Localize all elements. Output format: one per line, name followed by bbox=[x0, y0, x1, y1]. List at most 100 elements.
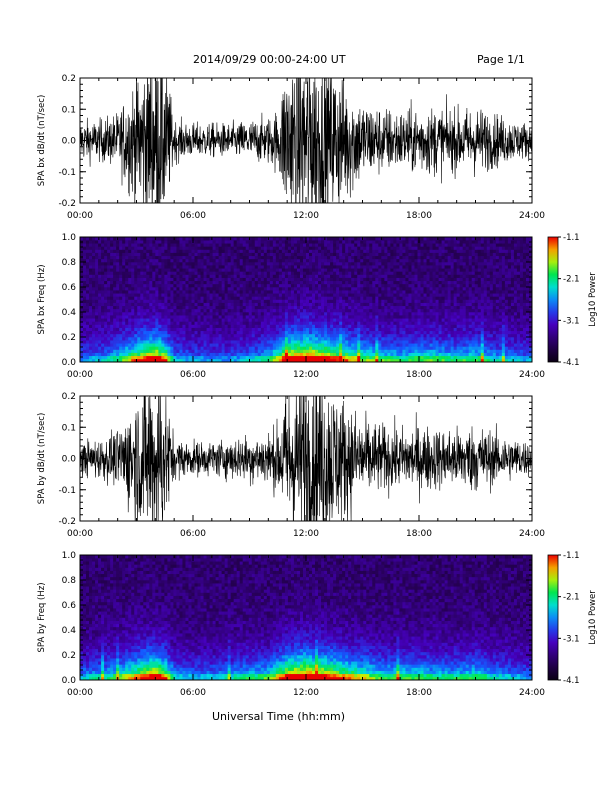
spectrogram-cell bbox=[327, 346, 331, 350]
spectrogram-cell bbox=[107, 308, 111, 313]
spectrogram-cell bbox=[321, 355, 325, 360]
spectrogram-cell bbox=[411, 324, 415, 328]
spectrogram-cell bbox=[80, 249, 84, 253]
spectrogram-cell bbox=[137, 305, 141, 310]
spectrogram-cell bbox=[333, 308, 337, 313]
spectrogram-cell bbox=[369, 265, 373, 269]
spectrogram-cell bbox=[318, 290, 322, 294]
spectrogram-cell bbox=[366, 305, 370, 310]
spectrogram-cell bbox=[432, 243, 436, 247]
spectrogram-cell bbox=[197, 274, 201, 278]
spectrogram-cell bbox=[164, 252, 168, 257]
spectrogram-cell bbox=[429, 277, 433, 282]
spectrogram-cell bbox=[351, 315, 355, 319]
spectrogram-cell bbox=[333, 346, 337, 350]
spectrogram-cell bbox=[345, 265, 349, 269]
spectrogram-cell bbox=[387, 299, 391, 303]
spectrogram-cell bbox=[287, 280, 292, 285]
spectrogram-cell bbox=[360, 337, 364, 341]
spectrogram-cell bbox=[324, 290, 328, 294]
spectrogram-cell bbox=[390, 343, 394, 347]
spectrogram-cell bbox=[260, 318, 265, 322]
spectrogram-cell bbox=[110, 299, 114, 303]
spectrogram-cell bbox=[203, 330, 207, 335]
spectrogram-cell bbox=[155, 258, 159, 263]
spectrogram-cell bbox=[438, 330, 442, 335]
spectrogram-cell bbox=[176, 333, 180, 338]
spectrogram-cell bbox=[384, 330, 388, 335]
spectrogram-cell bbox=[287, 296, 292, 300]
spectrogram-cell bbox=[354, 355, 358, 360]
spectrogram-cell bbox=[119, 268, 123, 272]
spectrogram-cell bbox=[98, 327, 102, 332]
spectrogram-cell bbox=[336, 243, 340, 247]
spectrogram-cell bbox=[212, 246, 216, 250]
spectrogram-cell bbox=[194, 333, 198, 338]
spectrogram-cell bbox=[381, 305, 385, 310]
spectrogram-cell bbox=[95, 355, 99, 360]
spectrogram-cell bbox=[423, 271, 427, 275]
spectrogram-cell bbox=[86, 255, 90, 260]
spectrogram-cell bbox=[399, 312, 403, 316]
spectrogram-cell bbox=[218, 358, 222, 363]
spectrogram-cell bbox=[366, 243, 370, 247]
spectrogram-cell bbox=[330, 333, 334, 338]
spectrogram-cell bbox=[357, 262, 361, 266]
spectrogram-cell bbox=[272, 287, 277, 291]
spectrogram-cell bbox=[438, 324, 442, 328]
spectrogram-cell bbox=[309, 255, 313, 260]
spectrogram-cell bbox=[194, 249, 198, 253]
spectrogram-cell bbox=[200, 296, 204, 300]
spectrogram-cell bbox=[242, 330, 247, 335]
spectrogram-cell bbox=[137, 265, 141, 269]
spectrogram-cell bbox=[381, 324, 385, 328]
spectrogram-cell bbox=[122, 355, 126, 360]
spectrogram-cell bbox=[179, 255, 183, 260]
spectrogram-cell bbox=[164, 337, 168, 341]
spectrogram-cell bbox=[140, 258, 144, 263]
spectrogram-cell bbox=[164, 355, 168, 360]
spectrogram-cell bbox=[170, 255, 174, 260]
spectrogram-cell bbox=[176, 302, 180, 307]
spectrogram-cell bbox=[260, 287, 265, 291]
spectrogram-cell bbox=[275, 299, 280, 303]
spectrogram-cell bbox=[312, 346, 316, 350]
spectrogram-cell bbox=[137, 321, 141, 325]
spectrogram-cell bbox=[224, 333, 228, 338]
spectrogram-cell bbox=[119, 333, 123, 338]
spectrogram-cell bbox=[89, 271, 93, 275]
spectrogram-cell bbox=[170, 258, 174, 263]
spectrogram-cell bbox=[405, 315, 409, 319]
spectrogram-cell bbox=[426, 358, 430, 363]
spectrogram-cell bbox=[369, 293, 373, 297]
spectrogram-cell bbox=[116, 302, 120, 307]
spectrogram-cell bbox=[152, 243, 156, 247]
spectrogram-cell bbox=[236, 299, 240, 303]
spectrogram-cell bbox=[318, 296, 322, 300]
spectrogram-cell bbox=[86, 283, 90, 288]
spectrogram-cell bbox=[98, 312, 102, 316]
spectrogram-cell bbox=[330, 280, 334, 285]
spectrogram-cell bbox=[411, 262, 415, 266]
spectrogram-cell bbox=[296, 349, 301, 353]
spectrogram-cell bbox=[137, 237, 141, 241]
spectrogram-cell bbox=[351, 252, 355, 257]
spectrogram-cell bbox=[309, 265, 313, 269]
spectrogram-cell bbox=[140, 299, 144, 303]
spectrogram-cell bbox=[110, 315, 114, 319]
spectrogram-cell bbox=[143, 358, 147, 363]
spectrogram-cell bbox=[101, 318, 105, 322]
spectrogram-cell bbox=[155, 252, 159, 257]
spectrogram-cell bbox=[113, 265, 117, 269]
spectrogram-cell bbox=[384, 308, 388, 313]
spectrogram-cell bbox=[293, 312, 298, 316]
spectrogram-cell bbox=[290, 277, 295, 282]
spectrogram-cell bbox=[333, 333, 337, 338]
spectrogram-cell bbox=[372, 346, 376, 350]
spectrogram-cell bbox=[384, 312, 388, 316]
spectrogram-cell bbox=[197, 349, 201, 353]
spectrogram-cell bbox=[405, 324, 409, 328]
spectrogram-cell bbox=[333, 252, 337, 257]
spectrogram-cell bbox=[378, 330, 382, 335]
spectrogram-cell bbox=[366, 262, 370, 266]
